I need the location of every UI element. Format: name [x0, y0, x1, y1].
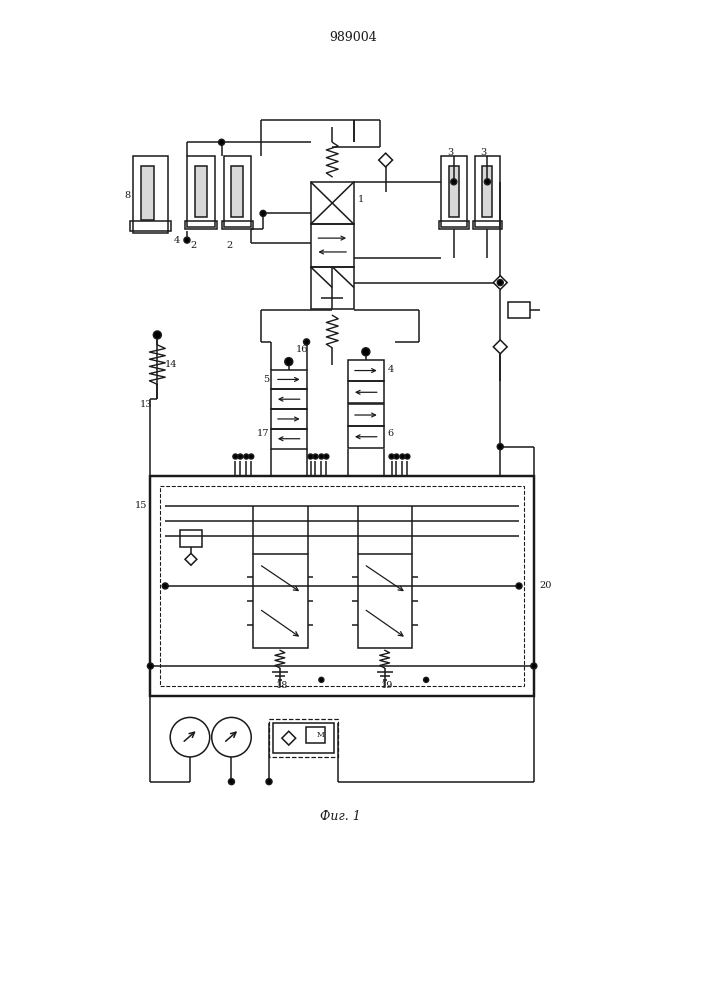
Text: M: M [317, 731, 325, 739]
Circle shape [319, 677, 324, 682]
Bar [439, 221, 469, 229]
Text: 1: 1 [358, 195, 364, 204]
Text: 2: 2 [190, 241, 197, 250]
Text: 18: 18 [276, 681, 288, 690]
Circle shape [244, 454, 249, 459]
Circle shape [497, 280, 503, 286]
Text: 19: 19 [380, 681, 393, 690]
Bar [441, 156, 467, 227]
Bar [474, 156, 501, 227]
Bar [133, 156, 168, 233]
Polygon shape [282, 731, 296, 745]
Circle shape [319, 454, 324, 459]
Circle shape [153, 331, 161, 339]
Bar [310, 182, 354, 224]
Bar [482, 166, 492, 217]
Text: Фиг. 1: Фиг. 1 [320, 810, 361, 823]
Bar [271, 370, 307, 389]
Bar [310, 267, 354, 309]
Text: 3: 3 [447, 148, 453, 157]
Circle shape [238, 454, 243, 459]
Circle shape [423, 677, 428, 682]
Circle shape [313, 454, 318, 459]
Circle shape [484, 179, 491, 185]
Circle shape [170, 717, 210, 757]
Polygon shape [493, 340, 507, 354]
Circle shape [451, 179, 457, 185]
Bar [185, 221, 216, 229]
Circle shape [218, 139, 225, 145]
Text: 17: 17 [257, 429, 269, 438]
Bar [129, 221, 171, 231]
Circle shape [148, 663, 153, 669]
Circle shape [260, 210, 266, 216]
Polygon shape [185, 553, 197, 565]
Bar [271, 409, 307, 429]
Circle shape [308, 454, 313, 459]
Circle shape [531, 663, 537, 669]
Bar [231, 166, 243, 217]
Bar [271, 429, 307, 449]
Circle shape [228, 779, 235, 785]
Bar [358, 554, 412, 648]
Circle shape [163, 583, 168, 589]
Text: 4: 4 [387, 365, 394, 374]
Bar [472, 221, 502, 229]
Bar [508, 302, 530, 318]
Text: 15: 15 [134, 501, 147, 510]
Circle shape [211, 717, 251, 757]
Text: 989004: 989004 [329, 31, 377, 44]
Circle shape [184, 237, 190, 243]
Circle shape [285, 358, 293, 366]
Circle shape [394, 454, 399, 459]
Circle shape [303, 339, 310, 345]
Bar [223, 156, 251, 227]
Bar [187, 156, 215, 227]
Text: 2: 2 [226, 241, 233, 250]
Bar [195, 166, 206, 217]
Text: 3: 3 [481, 148, 486, 157]
Text: 4: 4 [174, 236, 180, 245]
Bar [221, 221, 253, 229]
Circle shape [497, 444, 503, 450]
Bar [348, 404, 384, 426]
Bar [348, 360, 384, 381]
Circle shape [516, 583, 522, 589]
Circle shape [362, 348, 370, 356]
Bar [305, 727, 325, 743]
Bar [180, 530, 201, 547]
Circle shape [266, 779, 272, 785]
Bar [151, 476, 534, 696]
Bar [310, 224, 354, 267]
Bar [449, 166, 459, 217]
Bar [273, 723, 334, 753]
Text: 6: 6 [387, 429, 394, 438]
Text: 14: 14 [165, 360, 177, 369]
Bar [141, 166, 154, 220]
Circle shape [400, 454, 405, 459]
Text: 16: 16 [296, 345, 308, 354]
Bar [160, 486, 524, 686]
Polygon shape [379, 153, 392, 167]
Circle shape [233, 454, 238, 459]
Circle shape [405, 454, 410, 459]
Circle shape [249, 454, 254, 459]
Bar [348, 426, 384, 448]
Bar [269, 719, 338, 757]
Text: 20: 20 [539, 581, 552, 590]
Text: 5: 5 [263, 375, 269, 384]
Circle shape [389, 454, 394, 459]
Polygon shape [493, 276, 507, 290]
Circle shape [324, 454, 329, 459]
Text: 13: 13 [139, 400, 152, 409]
Bar [348, 381, 384, 403]
Bar [253, 554, 308, 648]
Text: 8: 8 [124, 191, 131, 200]
Bar [271, 389, 307, 409]
